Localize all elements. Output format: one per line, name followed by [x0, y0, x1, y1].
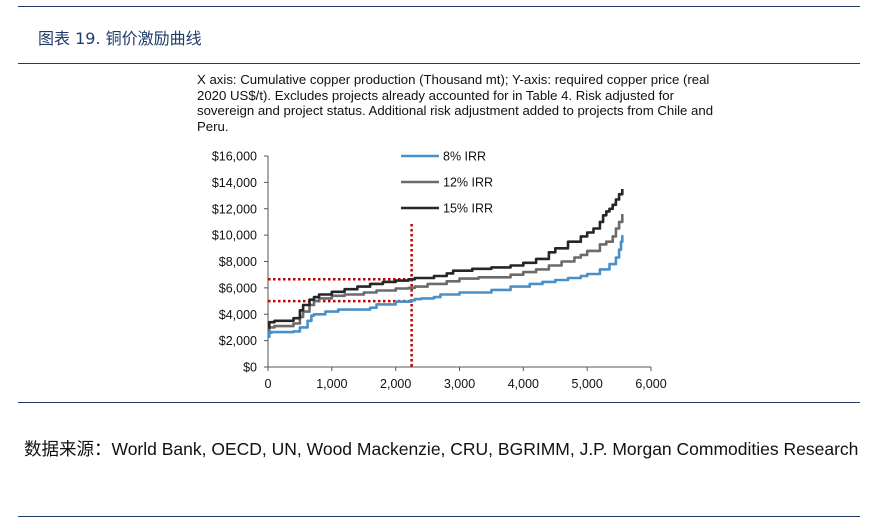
- chart-legend: 8% IRR 12% IRR 15% IRR: [401, 150, 493, 216]
- y-tick-label: $6,000: [219, 281, 257, 295]
- y-tick-label: $4,000: [219, 308, 257, 322]
- y-tick-label: $0: [243, 361, 257, 375]
- series-12-irr-line: [268, 214, 624, 332]
- top-rule: [18, 6, 860, 7]
- source-text: 数据来源：World Bank, OECD, UN, Wood Mackenzi…: [24, 439, 859, 459]
- x-tick-label: 1,000: [316, 377, 347, 391]
- series-8-irr-line: [268, 235, 624, 338]
- y-tick-label: $2,000: [219, 334, 257, 348]
- y-tick-label: $14,000: [212, 176, 257, 190]
- figure-title: 图表 19. 铜价激励曲线: [38, 29, 202, 48]
- legend-12-irr-label: 12% IRR: [443, 176, 493, 190]
- y-tick-label: $16,000: [212, 150, 257, 164]
- chart-note: X axis: Cumulative copper production (Th…: [197, 72, 714, 134]
- guide-lines: [268, 224, 413, 367]
- legend-15-irr-label: 15% IRR: [443, 202, 493, 216]
- source-rule: [18, 402, 860, 403]
- x-tick-label: 6,000: [635, 377, 666, 391]
- x-tick-label: 2,000: [380, 377, 411, 391]
- y-tick-label: $8,000: [219, 255, 257, 269]
- bottom-rule: [18, 516, 860, 517]
- y-tick-label: $12,000: [212, 202, 257, 216]
- x-tick-label: 0: [265, 377, 272, 391]
- chart-axes: $0 $2,000 $4,000 $6,000 $8,000 $10,000 $12,000…: [212, 150, 667, 392]
- x-tick-label: 3,000: [444, 377, 475, 391]
- x-tick-label: 4,000: [508, 377, 539, 391]
- title-rule: [18, 63, 860, 64]
- x-tick-label: 5,000: [572, 377, 603, 391]
- chart-series: [268, 189, 624, 338]
- series-15-irr-line: [268, 189, 624, 329]
- y-tick-label: $10,000: [212, 229, 257, 243]
- legend-8-irr-label: 8% IRR: [443, 150, 486, 164]
